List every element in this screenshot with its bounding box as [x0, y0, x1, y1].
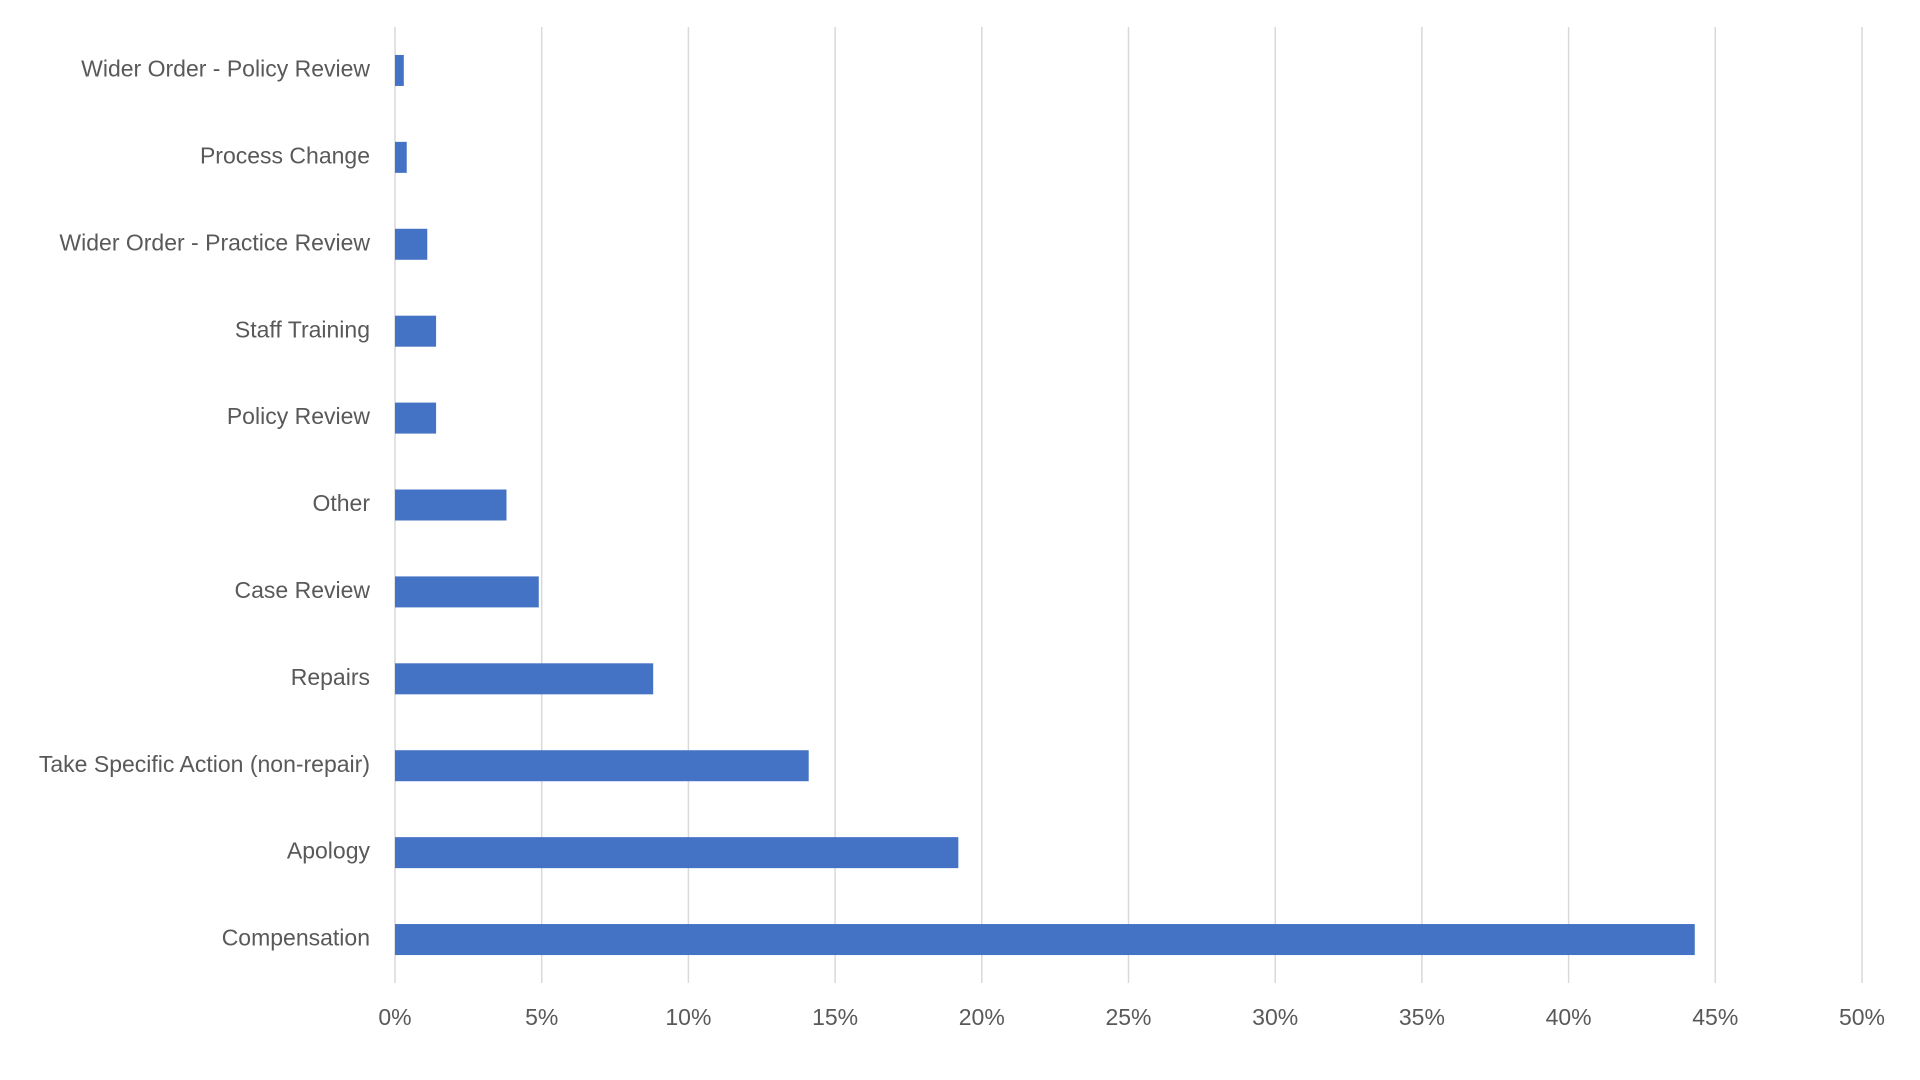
x-tick-label: 10%: [665, 1004, 711, 1030]
x-tick-label: 0%: [378, 1004, 411, 1030]
y-tick-label: Policy Review: [227, 403, 371, 429]
y-tick-label: Take Specific Action (non-repair): [39, 751, 370, 777]
y-tick-label: Wider Order - Policy Review: [81, 56, 370, 82]
bar: [395, 576, 539, 608]
bar: [395, 315, 437, 347]
x-tick-label: 30%: [1252, 1004, 1298, 1030]
x-tick-label: 20%: [959, 1004, 1005, 1030]
bar: [395, 402, 437, 434]
y-tick-label: Compensation: [222, 925, 370, 951]
bar: [395, 924, 1695, 956]
bar: [395, 663, 654, 695]
y-tick-label: Apology: [287, 838, 371, 864]
bar: [395, 837, 959, 869]
x-tick-label: 45%: [1692, 1004, 1738, 1030]
y-tick-label: Repairs: [291, 664, 370, 690]
x-tick-label: 15%: [812, 1004, 858, 1030]
bar: [395, 141, 407, 173]
bar: [395, 750, 809, 782]
x-tick-label: 5%: [525, 1004, 558, 1030]
x-tick-label: 40%: [1546, 1004, 1592, 1030]
x-tick-label: 35%: [1399, 1004, 1445, 1030]
y-tick-label: Case Review: [235, 577, 371, 603]
bar: [395, 489, 507, 521]
x-tick-label: 25%: [1105, 1004, 1151, 1030]
x-tick-label: 50%: [1839, 1004, 1885, 1030]
y-tick-label: Staff Training: [235, 316, 370, 342]
y-tick-label: Other: [312, 490, 370, 516]
y-tick-label: Process Change: [200, 142, 370, 168]
bar: [395, 228, 428, 260]
y-tick-label: Wider Order - Practice Review: [59, 229, 370, 255]
bar: [395, 54, 404, 86]
